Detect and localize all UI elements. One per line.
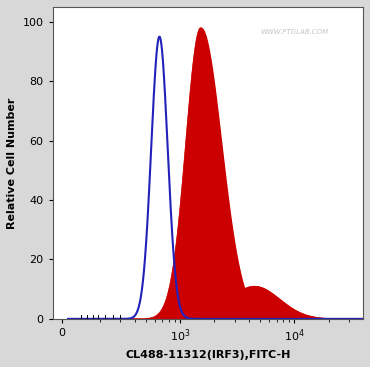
Text: WWW.PTGLAB.COM: WWW.PTGLAB.COM bbox=[260, 29, 329, 35]
X-axis label: CL488-11312(IRF3),FITC-H: CL488-11312(IRF3),FITC-H bbox=[125, 350, 290, 360]
Y-axis label: Relative Cell Number: Relative Cell Number bbox=[7, 97, 17, 229]
